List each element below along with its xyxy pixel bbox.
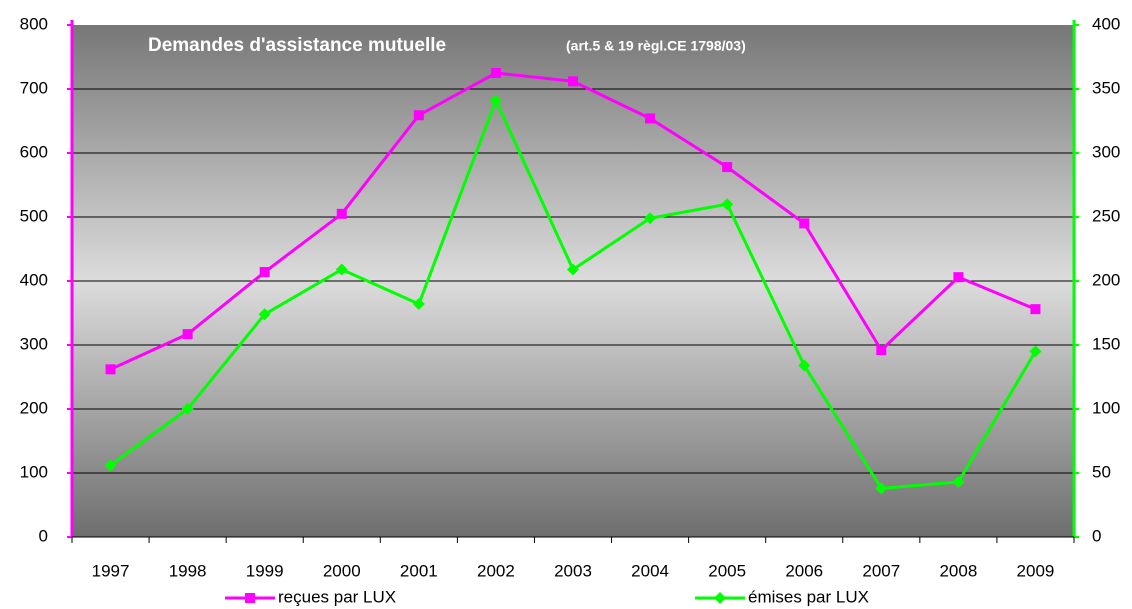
point	[181, 403, 194, 415]
chart-subtitle: (art.5 & 19 règl.CE 1798/03)	[566, 38, 746, 54]
legend-label: émises par LUX	[748, 587, 869, 606]
y-tick-label: 800	[20, 14, 48, 33]
point	[104, 459, 117, 472]
legend-marker	[714, 592, 726, 604]
y-tick-label: 500	[20, 206, 48, 225]
y2-tick-label: 250	[1092, 206, 1120, 225]
x-tick-label: 2008	[939, 561, 977, 580]
point	[952, 475, 965, 488]
x-tick-label: 2006	[785, 561, 823, 580]
point	[336, 208, 347, 219]
x-tick-label: 1997	[92, 561, 130, 580]
y2-tick-label: 350	[1092, 78, 1120, 97]
y-tick-label: 0	[39, 526, 48, 545]
x-tick-label: 1998	[169, 561, 207, 580]
y-tick-label: 700	[20, 78, 48, 97]
point	[412, 298, 425, 311]
point	[1029, 345, 1042, 358]
legend-label: reçues par LUX	[278, 587, 396, 606]
y-tick-label: 200	[20, 398, 48, 417]
point	[567, 263, 579, 276]
x-tick-label: 2001	[400, 561, 438, 580]
y-tick-label: 400	[20, 270, 48, 289]
x-tick-label: 2007	[862, 561, 900, 580]
point	[721, 198, 734, 211]
point	[644, 212, 657, 225]
y2-tick-label: 400	[1092, 14, 1120, 33]
y2-tick-label: 200	[1092, 270, 1120, 289]
chart-title: Demandes d'assistance mutuelle	[148, 35, 446, 56]
point	[413, 110, 424, 121]
point	[568, 76, 578, 87]
x-tick-label: 2003	[554, 561, 592, 580]
point	[798, 359, 811, 372]
x-tick-label: 2002	[477, 561, 515, 580]
point	[876, 345, 887, 356]
point	[258, 308, 271, 321]
y2-tick-label: 150	[1092, 334, 1120, 353]
point	[335, 263, 348, 276]
x-tick-label: 1999	[246, 561, 284, 580]
x-tick-label: 2004	[631, 561, 669, 580]
point	[722, 162, 733, 173]
point	[105, 364, 116, 375]
x-tick-label: 2009	[1017, 561, 1055, 580]
point	[953, 272, 964, 283]
y2-tick-label: 50	[1092, 462, 1111, 481]
y-tick-label: 600	[20, 142, 48, 161]
y-tick-label: 300	[20, 334, 48, 353]
y2-tick-label: 0	[1092, 526, 1101, 545]
point	[799, 218, 810, 229]
point	[490, 68, 501, 78]
y-tick-label: 100	[20, 462, 48, 481]
y2-tick-label: 100	[1092, 398, 1120, 417]
point	[182, 329, 193, 340]
x-tick-label: 2005	[708, 561, 746, 580]
point	[259, 267, 270, 278]
point	[1030, 304, 1041, 315]
point	[489, 94, 502, 107]
point	[875, 482, 888, 495]
x-tick-label: 2000	[323, 561, 361, 580]
y2-tick-label: 300	[1092, 142, 1120, 161]
legend-marker	[245, 593, 255, 603]
point	[645, 113, 656, 124]
